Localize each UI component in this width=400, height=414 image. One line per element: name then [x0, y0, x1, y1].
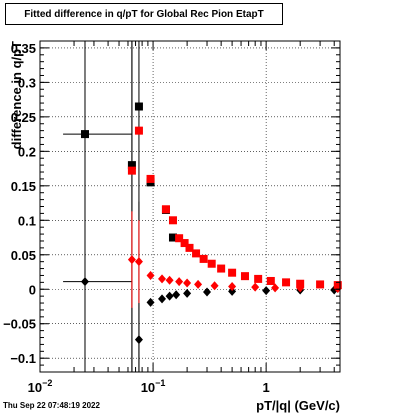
- grid-layer: [40, 41, 340, 372]
- tick-label-layer: −0.1 −0.05 0 0.05 0.1 0.15 0.2 0.25 0.3 0.35 10−2 1…: [3, 41, 270, 395]
- data-point-square: [192, 249, 201, 258]
- data-point-diamond: [134, 335, 143, 345]
- y-tick-label: −0.05: [3, 317, 36, 332]
- data-point-square: [80, 130, 89, 139]
- data-point-diamond: [172, 290, 181, 300]
- chart-title-box: Fitted difference in q/pT for Global Rec…: [5, 3, 283, 25]
- data-point-square: [199, 254, 208, 263]
- data-point-diamond: [165, 275, 174, 285]
- data-point-diamond: [146, 297, 155, 307]
- chart-title: Fitted difference in q/pT for Global Rec…: [24, 8, 264, 20]
- data-point-square: [134, 126, 143, 135]
- data-point-diamond: [194, 279, 203, 289]
- data-point-square: [168, 233, 177, 242]
- data-point-diamond: [262, 286, 271, 296]
- x-tick-label: 10−2: [28, 378, 53, 395]
- y-tick-label: 0: [29, 282, 36, 297]
- data-point-diamond: [80, 277, 89, 287]
- data-point-diamond: [271, 283, 280, 293]
- y-tick-label: −0.1: [10, 351, 36, 366]
- y-tick-label: 0.05: [11, 248, 36, 263]
- data-point-diamond: [296, 283, 305, 293]
- y-tick-label: 0.35: [11, 41, 36, 56]
- data-point-diamond: [203, 287, 212, 297]
- data-point-diamond: [228, 281, 237, 291]
- data-point-diamond: [175, 277, 184, 287]
- data-point-square: [266, 276, 275, 285]
- data-point-square: [134, 102, 143, 111]
- marker-layer: [80, 102, 342, 345]
- data-point-square: [217, 264, 226, 273]
- y-axis-label: difference in q/pT: [9, 41, 24, 149]
- data-point-square: [180, 239, 189, 248]
- data-point-diamond: [228, 286, 237, 296]
- y-tick-label: 0.1: [18, 213, 36, 228]
- data-point-diamond: [146, 270, 155, 280]
- data-point-square: [316, 280, 325, 289]
- y-tick-label: 0.15: [11, 179, 36, 194]
- data-point-square: [185, 243, 194, 252]
- data-point-diamond: [127, 255, 136, 265]
- data-point-square: [168, 216, 177, 225]
- x-tick-label: 10−1: [141, 378, 166, 395]
- data-point-square: [254, 274, 263, 283]
- data-point-diamond: [158, 294, 167, 304]
- data-point-diamond: [134, 257, 143, 267]
- y-tick-label: 0.2: [18, 144, 36, 159]
- data-point-diamond: [251, 282, 260, 292]
- data-point-square: [282, 278, 291, 287]
- y-tick-label: 0.25: [11, 110, 36, 125]
- tick-layer: [39, 41, 340, 373]
- data-point-square: [228, 268, 237, 277]
- data-point-diamond: [183, 288, 192, 298]
- data-point-square: [127, 166, 136, 175]
- y-tick-label: 0.3: [18, 75, 36, 90]
- error-bar-layer: [63, 41, 140, 372]
- data-point-diamond: [158, 274, 167, 284]
- data-point-square: [175, 234, 184, 243]
- data-point-diamond: [183, 278, 192, 288]
- x-tick-label: 1: [263, 380, 270, 395]
- data-point-square: [240, 272, 249, 281]
- data-point-square: [161, 205, 170, 214]
- x-axis-label: pT/|q| (GeV/c): [256, 398, 340, 413]
- timestamp: Thu Sep 22 07:48:19 2022: [3, 401, 100, 410]
- data-point-diamond: [210, 281, 219, 291]
- data-point-square: [207, 259, 216, 268]
- data-point-diamond: [165, 291, 174, 301]
- data-point-square: [146, 174, 155, 183]
